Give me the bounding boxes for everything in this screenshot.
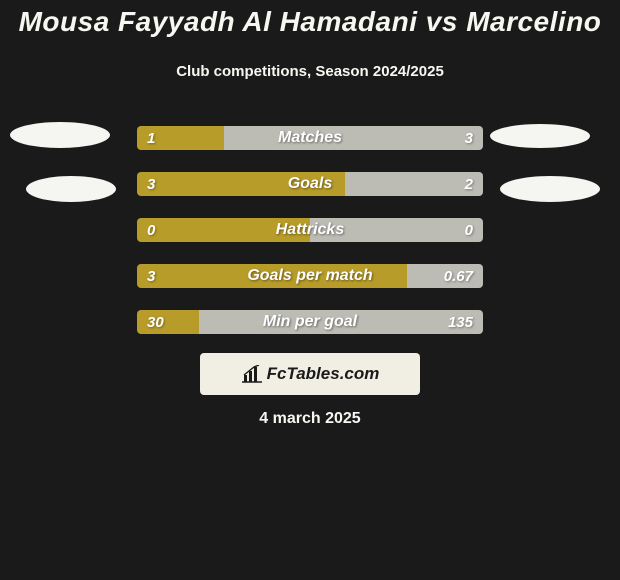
comparison-chart: 13Matches32Goals00Hattricks30.67Goals pe… xyxy=(137,126,483,356)
comparison-bar-row: 00Hattricks xyxy=(137,218,483,242)
bar-chart-icon xyxy=(241,365,263,383)
footer-date: 4 march 2025 xyxy=(0,410,620,428)
page-title: Mousa Fayyadh Al Hamadani vs Marcelino xyxy=(0,6,620,38)
comparison-bar-row: 30.67Goals per match xyxy=(137,264,483,288)
page-subtitle: Club competitions, Season 2024/2025 xyxy=(0,63,620,80)
comparison-bar-row: 13Matches xyxy=(137,126,483,150)
bar-left-value: 1 xyxy=(147,126,155,150)
branding-badge: FcTables.com xyxy=(200,353,420,395)
decorative-oval xyxy=(500,176,600,202)
decorative-oval xyxy=(10,122,110,148)
bar-right-value: 0.67 xyxy=(444,264,473,288)
bar-right-value: 0 xyxy=(465,218,473,242)
bar-left-segment xyxy=(137,172,345,196)
bar-left-segment xyxy=(137,264,407,288)
comparison-bar-row: 30135Min per goal xyxy=(137,310,483,334)
bar-right-value: 3 xyxy=(465,126,473,150)
branding-text: FcTables.com xyxy=(267,364,380,384)
bar-right-segment xyxy=(199,310,483,334)
page-root: Mousa Fayyadh Al Hamadani vs Marcelino C… xyxy=(0,0,620,580)
bar-left-value: 0 xyxy=(147,218,155,242)
decorative-oval xyxy=(490,124,590,148)
bar-right-segment xyxy=(224,126,483,150)
bar-right-value: 135 xyxy=(448,310,473,334)
bar-right-segment xyxy=(310,218,483,242)
comparison-bar-row: 32Goals xyxy=(137,172,483,196)
bar-right-value: 2 xyxy=(465,172,473,196)
bar-left-value: 3 xyxy=(147,172,155,196)
bar-left-value: 3 xyxy=(147,264,155,288)
bar-left-segment xyxy=(137,218,310,242)
bar-right-segment xyxy=(345,172,483,196)
decorative-oval xyxy=(26,176,116,202)
bar-left-value: 30 xyxy=(147,310,164,334)
